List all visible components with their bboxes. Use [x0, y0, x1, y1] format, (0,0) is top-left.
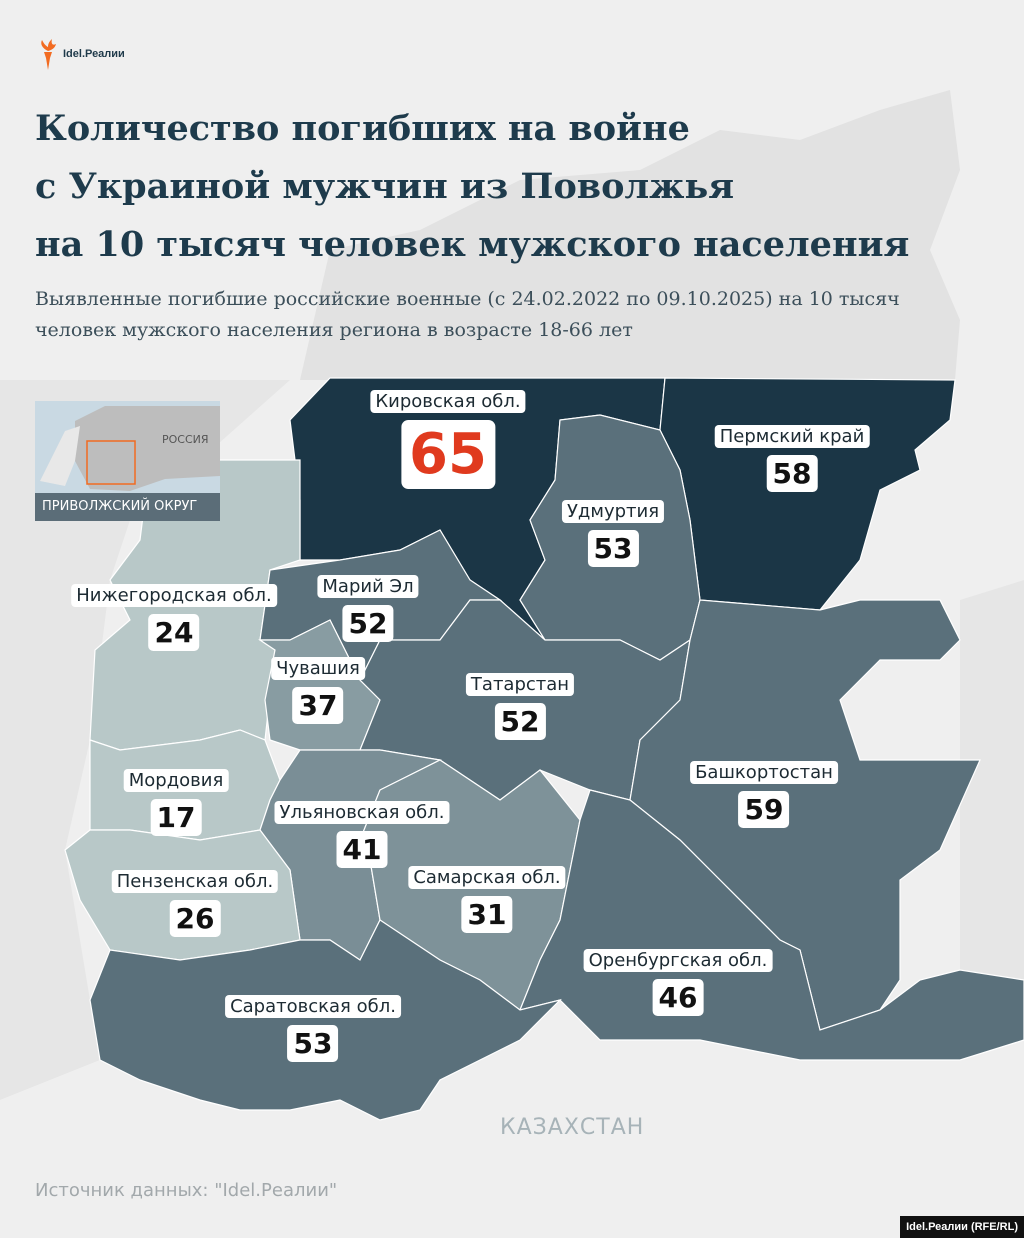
region-label: Удмуртия 53	[561, 500, 665, 567]
region-label: Саратовская обл. 53	[225, 995, 401, 1062]
region-label: Мордовия 17	[123, 769, 229, 836]
region-label: Башкортостан 59	[690, 761, 838, 828]
region-name: Башкортостан	[690, 761, 838, 784]
subtitle: Выявленные погибшие российские военные (…	[35, 288, 900, 341]
page-title: Количество погибших на войне с Украиной …	[35, 108, 910, 265]
region-value: 31	[461, 896, 513, 933]
region-name: Саратовская обл.	[225, 995, 401, 1018]
region-value: 37	[292, 687, 344, 724]
region-label: Марий Эл 52	[317, 575, 419, 642]
region-2	[659, 377, 956, 611]
background-silhouette	[300, 90, 960, 380]
region-name: Кировская обл.	[370, 390, 526, 413]
region-name: Самарская обл.	[408, 866, 566, 889]
region-value: 65	[401, 420, 495, 489]
locator-map	[40, 406, 220, 491]
region-label: Самарская обл. 31	[408, 866, 566, 933]
region-value: 24	[148, 614, 200, 651]
region-value: 58	[766, 455, 818, 492]
region-value: 46	[652, 979, 704, 1016]
region-name: Ульяновская обл.	[274, 801, 450, 824]
region-13	[519, 789, 1024, 1061]
region-value: 53	[587, 530, 639, 567]
torch-icon	[41, 39, 56, 70]
region-name: Марий Эл	[317, 575, 419, 598]
region-value: 59	[738, 791, 790, 828]
logo-text: Idel.Реалии	[63, 48, 125, 60]
brand-logo: Idel.Реалии	[38, 38, 125, 70]
region-value: 53	[287, 1025, 339, 1062]
region-label: Пензенская обл. 26	[111, 870, 279, 937]
region-label: Ульяновская обл. 41	[274, 801, 450, 868]
region-label: Пермский край 58	[714, 425, 870, 492]
region-name: Татарстан	[465, 673, 575, 696]
region-name: Пензенская обл.	[111, 870, 279, 893]
region-label: Кировская обл. 65	[370, 390, 526, 489]
locator-inset-map: РОССИЯ ПРИВОЛЖСКИЙ ОКРУГ	[35, 401, 220, 521]
region-name: Чувашия	[271, 657, 365, 680]
region-value: 17	[150, 799, 202, 836]
region-label: Чувашия 37	[271, 657, 365, 724]
inset-country-label: РОССИЯ	[162, 433, 209, 446]
neighbor-country-label: КАЗАХСТАН	[500, 1115, 645, 1140]
region-name: Мордовия	[123, 769, 229, 792]
region-value: 41	[336, 831, 388, 868]
region-value: 52	[342, 605, 394, 642]
region-name: Удмуртия	[561, 500, 665, 523]
region-name: Пермский край	[714, 425, 870, 448]
region-name: Нижегородская обл.	[71, 584, 277, 607]
region-label: Оренбургская обл. 46	[583, 949, 773, 1016]
region-name: Оренбургская обл.	[583, 949, 773, 972]
region-14	[89, 919, 562, 1121]
inset-caption: ПРИВОЛЖСКИЙ ОКРУГ	[35, 493, 220, 521]
source-note: Источник данных: "Idel.Реалии"	[35, 1180, 338, 1201]
region-value: 26	[169, 900, 221, 937]
region-label: Татарстан 52	[465, 673, 575, 740]
region-highlight-box	[86, 440, 136, 485]
region-label: Нижегородская обл. 24	[71, 584, 277, 651]
region-value: 52	[494, 703, 546, 740]
credit-badge: Idel.Реалии (RFE/RL)	[900, 1216, 1024, 1238]
